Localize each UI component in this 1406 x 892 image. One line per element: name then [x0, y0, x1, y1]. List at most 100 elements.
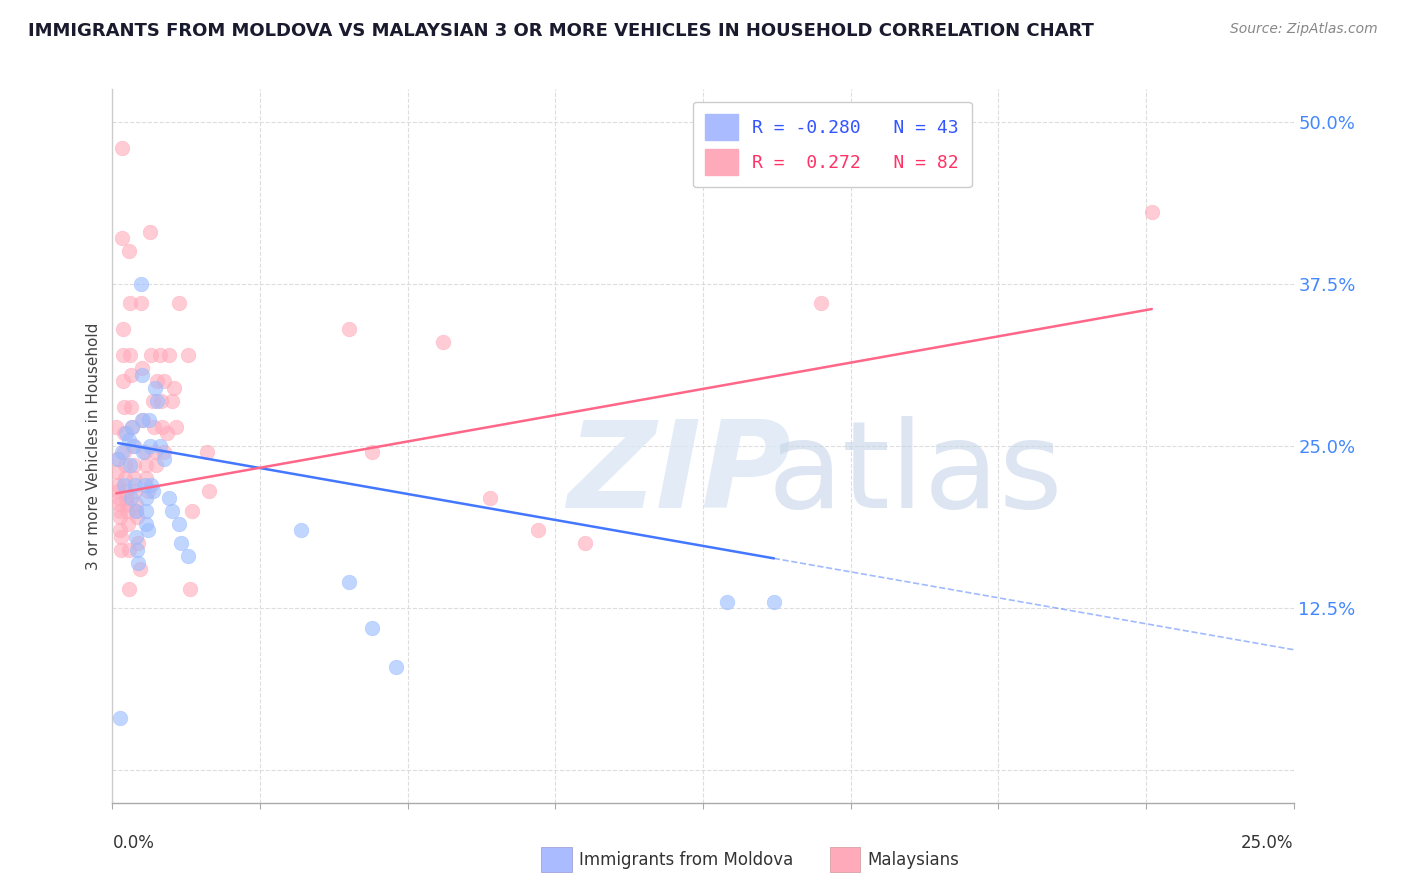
Point	[110, 530, 132, 544]
Point	[167, 296, 190, 310]
Point	[120, 368, 142, 382]
Point	[107, 478, 129, 492]
Text: Source: ZipAtlas.com: Source: ZipAtlas.com	[1230, 22, 1378, 37]
Point	[115, 504, 138, 518]
Point	[157, 491, 180, 505]
Point	[108, 524, 131, 538]
Point	[177, 549, 200, 564]
Point	[129, 296, 152, 310]
Point	[125, 542, 148, 557]
Point	[479, 491, 502, 505]
Point	[142, 484, 165, 499]
Point	[135, 504, 157, 518]
Point	[361, 445, 384, 459]
Point	[179, 582, 201, 596]
Point	[117, 516, 139, 531]
Point	[163, 381, 186, 395]
Point	[118, 433, 141, 447]
Point	[108, 491, 131, 505]
Point	[143, 419, 166, 434]
Point	[125, 504, 148, 518]
Point	[810, 296, 832, 310]
Point	[432, 335, 454, 350]
Point	[146, 374, 169, 388]
Point	[112, 374, 135, 388]
Point	[114, 458, 136, 473]
Text: IMMIGRANTS FROM MOLDOVA VS MALAYSIAN 3 OR MORE VEHICLES IN HOUSEHOLD CORRELATION: IMMIGRANTS FROM MOLDOVA VS MALAYSIAN 3 O…	[28, 22, 1094, 40]
Point	[134, 445, 156, 459]
Point	[131, 413, 153, 427]
Point	[149, 348, 172, 362]
Point	[108, 711, 131, 725]
Point	[125, 497, 148, 511]
Point	[153, 374, 176, 388]
Point	[139, 439, 162, 453]
Point	[337, 575, 360, 590]
Text: ZIP: ZIP	[567, 416, 792, 533]
Point	[117, 542, 139, 557]
Point	[124, 478, 146, 492]
Point	[114, 425, 136, 440]
Point	[111, 322, 134, 336]
Point	[156, 425, 179, 440]
Point	[120, 296, 142, 310]
Point	[115, 497, 138, 511]
Text: 0.0%: 0.0%	[112, 834, 155, 852]
Point	[180, 504, 202, 518]
Point	[149, 393, 172, 408]
Point	[170, 536, 193, 550]
Point	[121, 419, 143, 434]
Point	[108, 510, 131, 524]
Point	[150, 419, 173, 434]
Point	[125, 510, 148, 524]
Point	[157, 348, 180, 362]
Point	[128, 562, 150, 576]
Point	[105, 452, 128, 467]
Point	[120, 491, 142, 505]
Point	[112, 425, 135, 440]
Point	[118, 244, 141, 259]
Point	[136, 524, 159, 538]
Point	[141, 348, 163, 362]
Point	[337, 322, 360, 336]
Point	[167, 516, 190, 531]
Point	[361, 621, 384, 635]
Point	[135, 516, 157, 531]
Point	[138, 413, 160, 427]
Y-axis label: 3 or more Vehicles in Household: 3 or more Vehicles in Household	[86, 322, 101, 570]
Text: 25.0%: 25.0%	[1241, 834, 1294, 852]
Point	[105, 419, 128, 434]
Point	[132, 445, 155, 459]
Point	[108, 504, 131, 518]
Point	[135, 491, 157, 505]
Point	[122, 458, 145, 473]
Point	[108, 497, 131, 511]
Point	[121, 419, 143, 434]
Point	[135, 458, 157, 473]
Point	[143, 381, 166, 395]
Point	[143, 445, 166, 459]
Point	[125, 504, 148, 518]
Point	[142, 393, 165, 408]
Point	[132, 413, 155, 427]
Point	[195, 445, 218, 459]
Point	[385, 659, 408, 673]
Point	[111, 348, 134, 362]
Point	[135, 471, 157, 485]
Point	[125, 530, 148, 544]
Point	[112, 445, 135, 459]
Point	[290, 524, 312, 538]
Text: atlas: atlas	[768, 416, 1063, 533]
Point	[149, 439, 172, 453]
Point	[122, 439, 145, 453]
Point	[120, 458, 142, 473]
Point	[114, 471, 136, 485]
Point	[160, 504, 183, 518]
Point	[127, 536, 149, 550]
Point	[134, 478, 156, 492]
Point	[111, 231, 134, 245]
Point	[114, 491, 136, 505]
Point	[177, 348, 200, 362]
Point	[526, 524, 548, 538]
Point	[111, 445, 134, 459]
